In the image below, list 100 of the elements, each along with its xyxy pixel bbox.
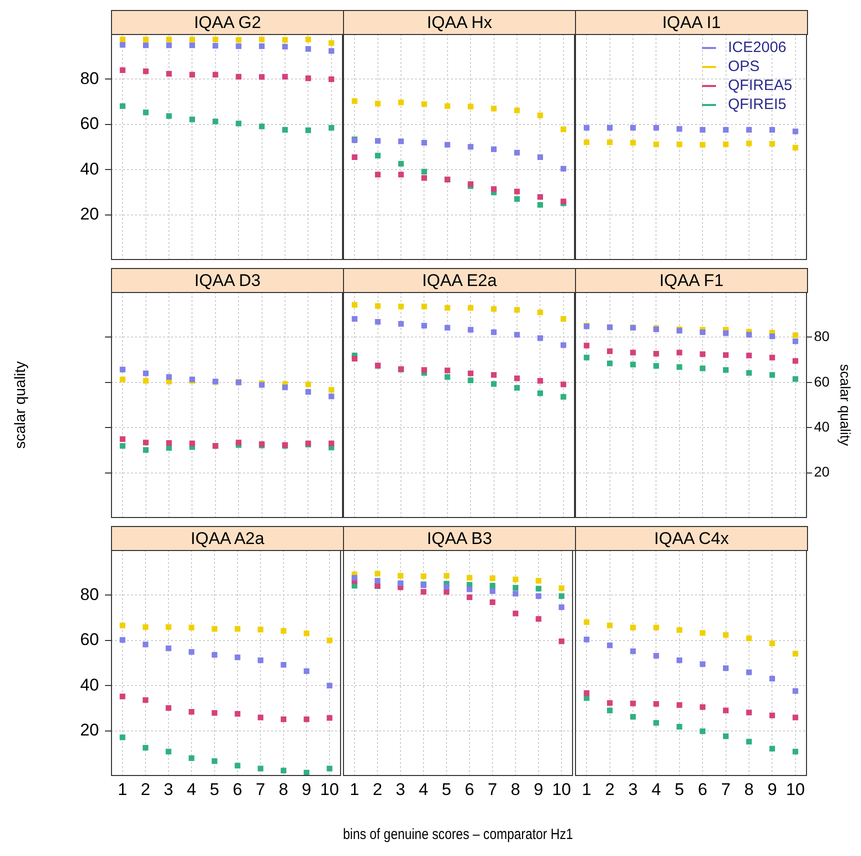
point	[560, 316, 566, 322]
point	[234, 626, 240, 632]
point	[468, 378, 474, 384]
point	[326, 638, 332, 644]
point	[188, 649, 194, 655]
point	[490, 599, 496, 606]
point	[792, 332, 798, 338]
point	[746, 636, 752, 642]
point	[420, 573, 426, 580]
point	[258, 657, 264, 664]
x-tick-label: 3	[164, 780, 174, 799]
point	[792, 376, 798, 382]
point	[188, 708, 194, 715]
point	[444, 572, 450, 579]
legend-label: QFIREI5	[728, 96, 786, 114]
point	[514, 307, 520, 313]
point	[328, 124, 334, 131]
point	[653, 350, 660, 357]
point	[769, 141, 776, 147]
chart-title: IQAA B3	[343, 526, 576, 551]
point	[676, 141, 682, 148]
point	[326, 682, 332, 688]
point	[142, 440, 149, 446]
point	[212, 710, 218, 716]
point	[722, 126, 729, 133]
point	[421, 101, 428, 107]
point	[166, 440, 172, 446]
point	[142, 624, 148, 630]
point	[258, 124, 265, 130]
point	[280, 716, 286, 722]
point	[166, 374, 172, 380]
point	[537, 390, 544, 396]
point	[328, 76, 334, 82]
point	[746, 370, 752, 376]
point	[490, 588, 496, 594]
point	[630, 648, 636, 654]
point	[468, 370, 474, 376]
point	[630, 362, 636, 368]
chart-title: IQAA C4x	[575, 526, 808, 551]
point	[512, 576, 518, 582]
point	[305, 389, 312, 395]
x-tick-label: 9	[767, 780, 777, 799]
point	[304, 716, 310, 722]
point	[305, 46, 312, 52]
y-tick-label: 20	[80, 720, 99, 740]
point	[584, 690, 590, 696]
point	[468, 304, 474, 311]
point	[653, 624, 660, 630]
point	[328, 387, 334, 393]
point	[189, 72, 196, 78]
point	[212, 626, 218, 632]
point	[421, 304, 428, 310]
point	[769, 640, 776, 646]
point	[676, 364, 682, 370]
x-tick-label: 1	[582, 780, 592, 799]
point	[653, 363, 660, 369]
point	[606, 360, 613, 366]
point	[468, 104, 474, 110]
y-tick-label: 20	[814, 464, 830, 480]
y-tick-label: 40	[80, 675, 99, 694]
x-axis-title: bins of genuine scores – comparator Hz1	[343, 825, 574, 842]
point	[792, 714, 798, 720]
point	[537, 112, 544, 118]
point	[398, 572, 404, 579]
point	[398, 160, 404, 167]
y-tick-label: 20	[80, 204, 99, 224]
y-tick-label: 60	[80, 114, 99, 134]
point	[584, 354, 590, 360]
point	[746, 710, 752, 716]
point	[142, 447, 149, 453]
point	[792, 748, 798, 754]
point	[374, 152, 381, 158]
point	[512, 610, 518, 616]
point	[490, 575, 496, 582]
point	[236, 43, 242, 50]
point	[398, 138, 404, 144]
x-tick-label: 8	[278, 780, 288, 799]
point	[468, 144, 474, 150]
point	[676, 350, 682, 356]
point	[792, 688, 798, 694]
point	[304, 630, 310, 636]
point	[514, 384, 520, 391]
point	[700, 126, 706, 133]
y-tick-label: 60	[814, 373, 830, 390]
point	[444, 324, 450, 331]
x-tick-label: 3	[628, 780, 638, 799]
point	[606, 139, 613, 146]
chart-title: IQAA E2a	[343, 268, 576, 293]
point	[280, 768, 286, 774]
point	[120, 637, 126, 643]
x-tick-label: 5	[674, 780, 684, 799]
point	[189, 440, 196, 446]
x-tick-label: 8	[744, 780, 754, 799]
point	[212, 72, 218, 78]
chart-title: IQAA F1	[575, 268, 808, 293]
x-tick-label: 3	[396, 780, 406, 799]
point	[700, 704, 706, 710]
point	[606, 700, 613, 706]
point	[421, 322, 428, 329]
point	[212, 36, 218, 42]
